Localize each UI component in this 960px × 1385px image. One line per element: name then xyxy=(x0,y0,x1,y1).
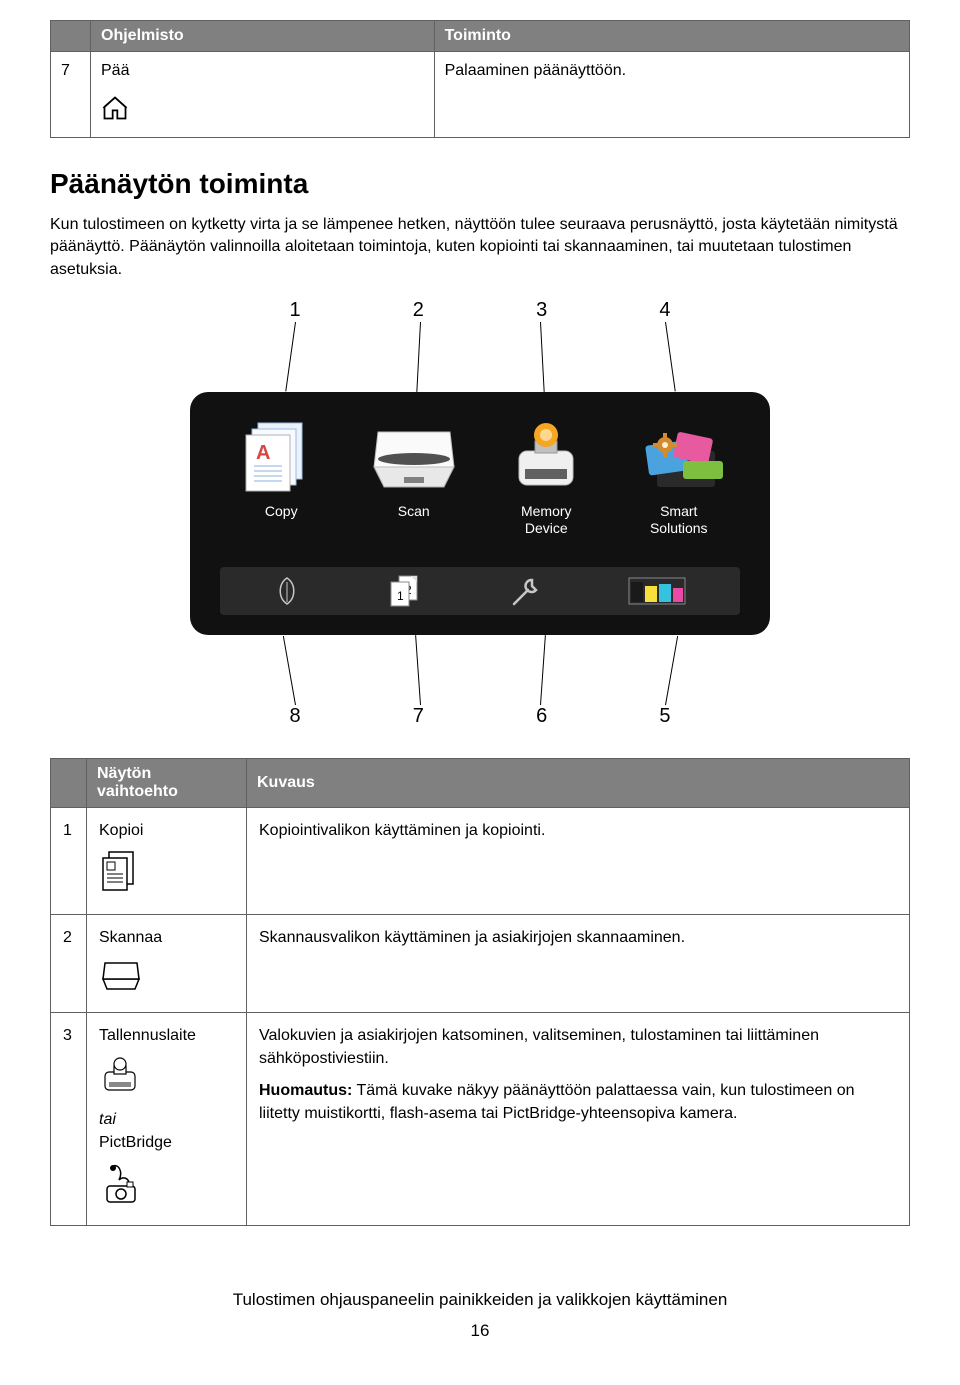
page-number: 16 xyxy=(50,1317,910,1344)
callout-4: 4 xyxy=(610,299,720,322)
t2-r1-opt: Kopioi xyxy=(99,822,143,839)
wrench-icon[interactable] xyxy=(510,576,540,606)
app-scan[interactable]: Scan xyxy=(359,417,469,537)
t2-r3-desc: Valokuvien ja asiakirjojen katsominen, v… xyxy=(259,1025,897,1070)
t1-row-name-text: Pää xyxy=(101,62,129,79)
t2-r2-num: 2 xyxy=(51,914,87,1013)
callout-7: 7 xyxy=(363,705,473,728)
home-icon xyxy=(101,94,129,122)
t2-r3-opt: Tallennuslaite xyxy=(99,1027,196,1044)
t2-r3-num: 3 xyxy=(51,1013,87,1226)
paper-count-icon[interactable]: 2 1 xyxy=(387,574,423,608)
scanner-icon xyxy=(99,957,143,993)
t1-row-num: 7 xyxy=(51,52,91,138)
t2-r3-opt-sub: PictBridge xyxy=(99,1132,234,1154)
callout-3: 3 xyxy=(487,299,597,322)
t1-row-name: Pää xyxy=(91,52,435,138)
t1-header-function: Toiminto xyxy=(434,21,909,52)
app-copy[interactable]: A Copy xyxy=(226,417,336,537)
svg-text:A: A xyxy=(256,442,270,464)
app-memory-label: Memory Device xyxy=(491,503,601,537)
callout-6: 6 xyxy=(487,705,597,728)
table-row: 3 Tallennuslaite tai PictBridge xyxy=(51,1013,910,1226)
bottom-callout-numbers: 8 7 6 5 xyxy=(240,705,720,728)
eco-icon[interactable] xyxy=(274,576,300,606)
copy-doc-icon xyxy=(99,850,139,894)
t2-r2-desc: Skannausvalikon käyttäminen ja asiakirjo… xyxy=(247,914,910,1013)
app-copy-label: Copy xyxy=(226,503,336,520)
main-screen-diagram: 1 2 3 4 A xyxy=(50,299,910,728)
app-scan-label: Scan xyxy=(359,503,469,520)
callout-5: 5 xyxy=(610,705,720,728)
t2-r2-opt: Skannaa xyxy=(99,929,162,946)
scan-app-icon xyxy=(364,417,464,497)
page-footer: Tulostimen ohjauspaneelin painikkeiden j… xyxy=(50,1286,910,1344)
t2-r1-num: 1 xyxy=(51,807,87,914)
t1-row-desc: Palaaminen päänäyttöön. xyxy=(434,52,909,138)
ink-levels-icon[interactable] xyxy=(627,576,687,606)
footer-text: Tulostimen ohjauspaneelin painikkeiden j… xyxy=(233,1290,728,1309)
t2-header-desc: Kuvaus xyxy=(247,758,910,807)
top-callout-numbers: 1 2 3 4 xyxy=(240,299,720,322)
smart-solutions-app-icon xyxy=(629,417,729,497)
callout-2: 2 xyxy=(363,299,473,322)
table-row: 7 Pää Palaaminen päänäyttöön. xyxy=(51,52,910,138)
t2-r3-opt-italic: tai xyxy=(99,1109,234,1131)
copy-app-icon: A xyxy=(236,417,326,497)
options-table: Näytön vaihtoehto Kuvaus 1 Kopioi xyxy=(50,758,910,1227)
app-solutions-label: Smart Solutions xyxy=(624,503,734,537)
svg-text:1: 1 xyxy=(397,589,404,603)
app-smart-solutions[interactable]: Smart Solutions xyxy=(624,417,734,537)
table-row: 1 Kopioi Kopiointivalikon käyttäminen ja… xyxy=(51,807,910,914)
section-title: Päänäytön toiminta xyxy=(50,168,910,200)
t2-r3-note-label: Huomautus: xyxy=(259,1082,352,1099)
callout-1: 1 xyxy=(240,299,350,322)
section-body: Kun tulostimeen on kytketty virta ja se … xyxy=(50,214,910,281)
t2-r3-desc-cell: Valokuvien ja asiakirjojen katsominen, v… xyxy=(247,1013,910,1226)
t2-header-option: Näytön vaihtoehto xyxy=(87,758,247,807)
screen-bottom-bar: 2 1 xyxy=(220,567,740,615)
top-table: Ohjelmisto Toiminto 7 Pää Palaaminen pää… xyxy=(50,20,910,138)
pictbridge-icon xyxy=(99,1162,143,1206)
app-memory-device[interactable]: Memory Device xyxy=(491,417,601,537)
callout-8: 8 xyxy=(240,705,350,728)
memory-device-icon xyxy=(99,1056,141,1096)
t1-header-software: Ohjelmisto xyxy=(91,21,435,52)
t2-r1-desc: Kopiointivalikon käyttäminen ja kopioint… xyxy=(247,807,910,914)
printer-screen: A Copy xyxy=(190,392,770,635)
table-row: 2 Skannaa Skannausvalikon käyttäminen ja… xyxy=(51,914,910,1013)
memory-device-app-icon xyxy=(501,417,591,497)
